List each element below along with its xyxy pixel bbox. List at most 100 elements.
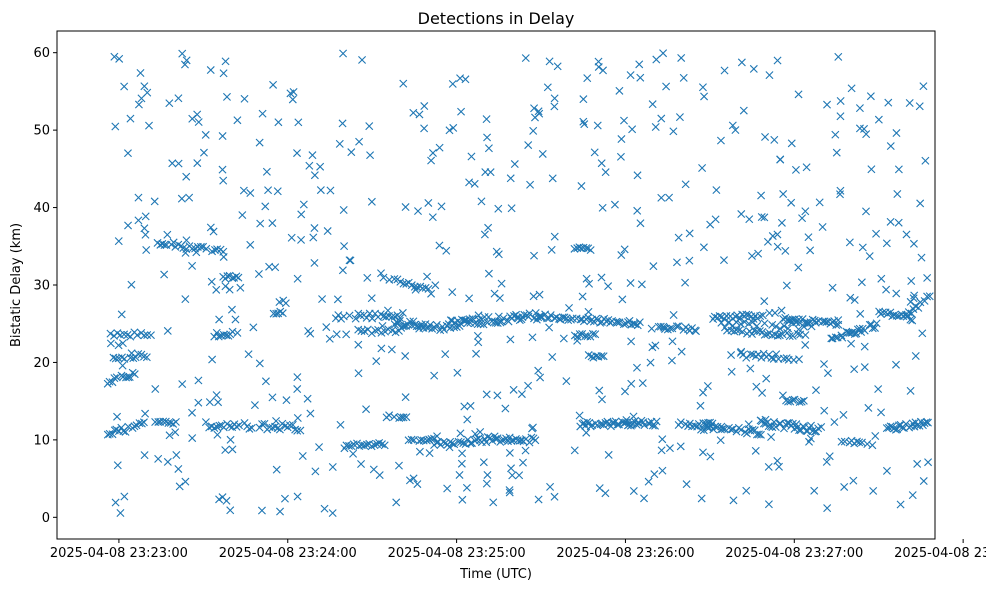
detection-marker <box>441 350 450 359</box>
detection-marker <box>257 506 266 515</box>
detection-marker <box>583 332 592 341</box>
detection-marker <box>636 73 645 82</box>
detection-marker <box>140 224 149 233</box>
detection-marker <box>467 152 476 161</box>
detection-marker <box>628 125 637 134</box>
data-points <box>103 49 934 518</box>
detection-marker <box>781 246 790 255</box>
detection-marker <box>616 152 625 161</box>
detection-marker <box>457 107 466 116</box>
detection-marker <box>214 398 223 407</box>
detection-marker <box>105 429 114 438</box>
detection-marker <box>215 421 224 430</box>
detection-marker <box>372 357 381 366</box>
detection-marker <box>497 279 506 288</box>
detection-marker <box>675 113 684 122</box>
detection-marker <box>864 403 873 412</box>
detection-marker <box>902 312 911 321</box>
detection-marker <box>508 471 517 480</box>
detection-marker <box>188 434 197 443</box>
detection-marker <box>136 69 145 77</box>
detection-marker <box>287 233 296 242</box>
detection-marker <box>565 303 574 312</box>
detection-marker <box>212 328 221 337</box>
detection-marker <box>383 306 392 315</box>
detection-marker <box>658 466 667 475</box>
detection-marker <box>256 219 265 228</box>
detection-marker <box>657 193 666 202</box>
detection-marker <box>849 476 858 485</box>
detection-marker <box>448 79 457 88</box>
detection-marker <box>604 282 613 291</box>
detection-marker <box>761 415 770 424</box>
detection-marker <box>506 174 515 183</box>
detection-marker <box>719 256 728 265</box>
detection-marker <box>325 334 334 343</box>
detection-marker <box>345 256 354 265</box>
detection-marker <box>632 363 641 372</box>
detection-marker <box>662 82 671 91</box>
detection-marker <box>545 57 554 66</box>
detection-marker <box>860 342 869 351</box>
detection-marker <box>306 409 315 418</box>
detection-marker <box>463 415 472 424</box>
detection-marker <box>795 355 804 364</box>
detection-marker <box>784 324 793 333</box>
detection-marker <box>394 461 403 470</box>
detection-marker <box>782 281 791 290</box>
detection-marker <box>668 324 677 333</box>
detection-marker <box>140 82 149 91</box>
detection-marker <box>629 412 638 421</box>
detection-marker <box>914 303 923 312</box>
detection-marker <box>165 99 174 108</box>
detection-marker <box>865 252 874 261</box>
detection-marker <box>613 420 622 429</box>
detection-marker <box>839 410 848 419</box>
detection-marker <box>651 341 660 350</box>
detection-marker <box>802 163 811 172</box>
detection-marker <box>298 452 307 460</box>
detection-marker <box>398 308 407 317</box>
detection-marker <box>651 122 660 131</box>
detection-marker <box>178 49 187 58</box>
detection-marker <box>268 219 277 228</box>
detection-marker <box>742 486 751 495</box>
detection-marker <box>273 187 282 196</box>
detection-marker <box>505 486 514 495</box>
detection-marker <box>823 369 832 378</box>
detection-marker <box>823 100 832 109</box>
detection-marker <box>296 426 305 435</box>
detection-marker <box>116 509 125 518</box>
detection-marker <box>254 269 263 278</box>
detection-marker <box>758 388 767 397</box>
detection-marker <box>178 380 187 389</box>
detection-marker <box>862 130 871 139</box>
detection-marker <box>593 121 602 130</box>
detection-marker <box>703 421 711 430</box>
detection-marker <box>218 165 227 174</box>
detection-marker <box>801 207 810 216</box>
detection-marker <box>629 319 638 328</box>
detection-marker <box>534 107 543 116</box>
detection-marker <box>837 331 846 340</box>
detection-marker <box>779 190 788 199</box>
detection-marker <box>521 446 530 455</box>
detection-marker <box>682 480 691 489</box>
detection-marker <box>806 434 815 443</box>
detection-marker <box>820 360 829 369</box>
detection-marker <box>518 458 527 467</box>
detection-marker <box>293 492 302 501</box>
detection-marker <box>495 294 504 303</box>
detection-marker <box>640 421 649 430</box>
detection-marker <box>159 417 168 426</box>
detection-marker <box>235 421 243 430</box>
detection-marker <box>613 318 622 327</box>
detection-marker <box>579 95 588 104</box>
detection-marker <box>458 449 467 458</box>
detection-marker <box>629 487 638 495</box>
detection-marker <box>696 401 705 410</box>
detection-marker <box>520 310 529 319</box>
detection-marker <box>882 466 891 475</box>
detection-marker <box>758 311 767 320</box>
detection-marker <box>455 470 464 479</box>
